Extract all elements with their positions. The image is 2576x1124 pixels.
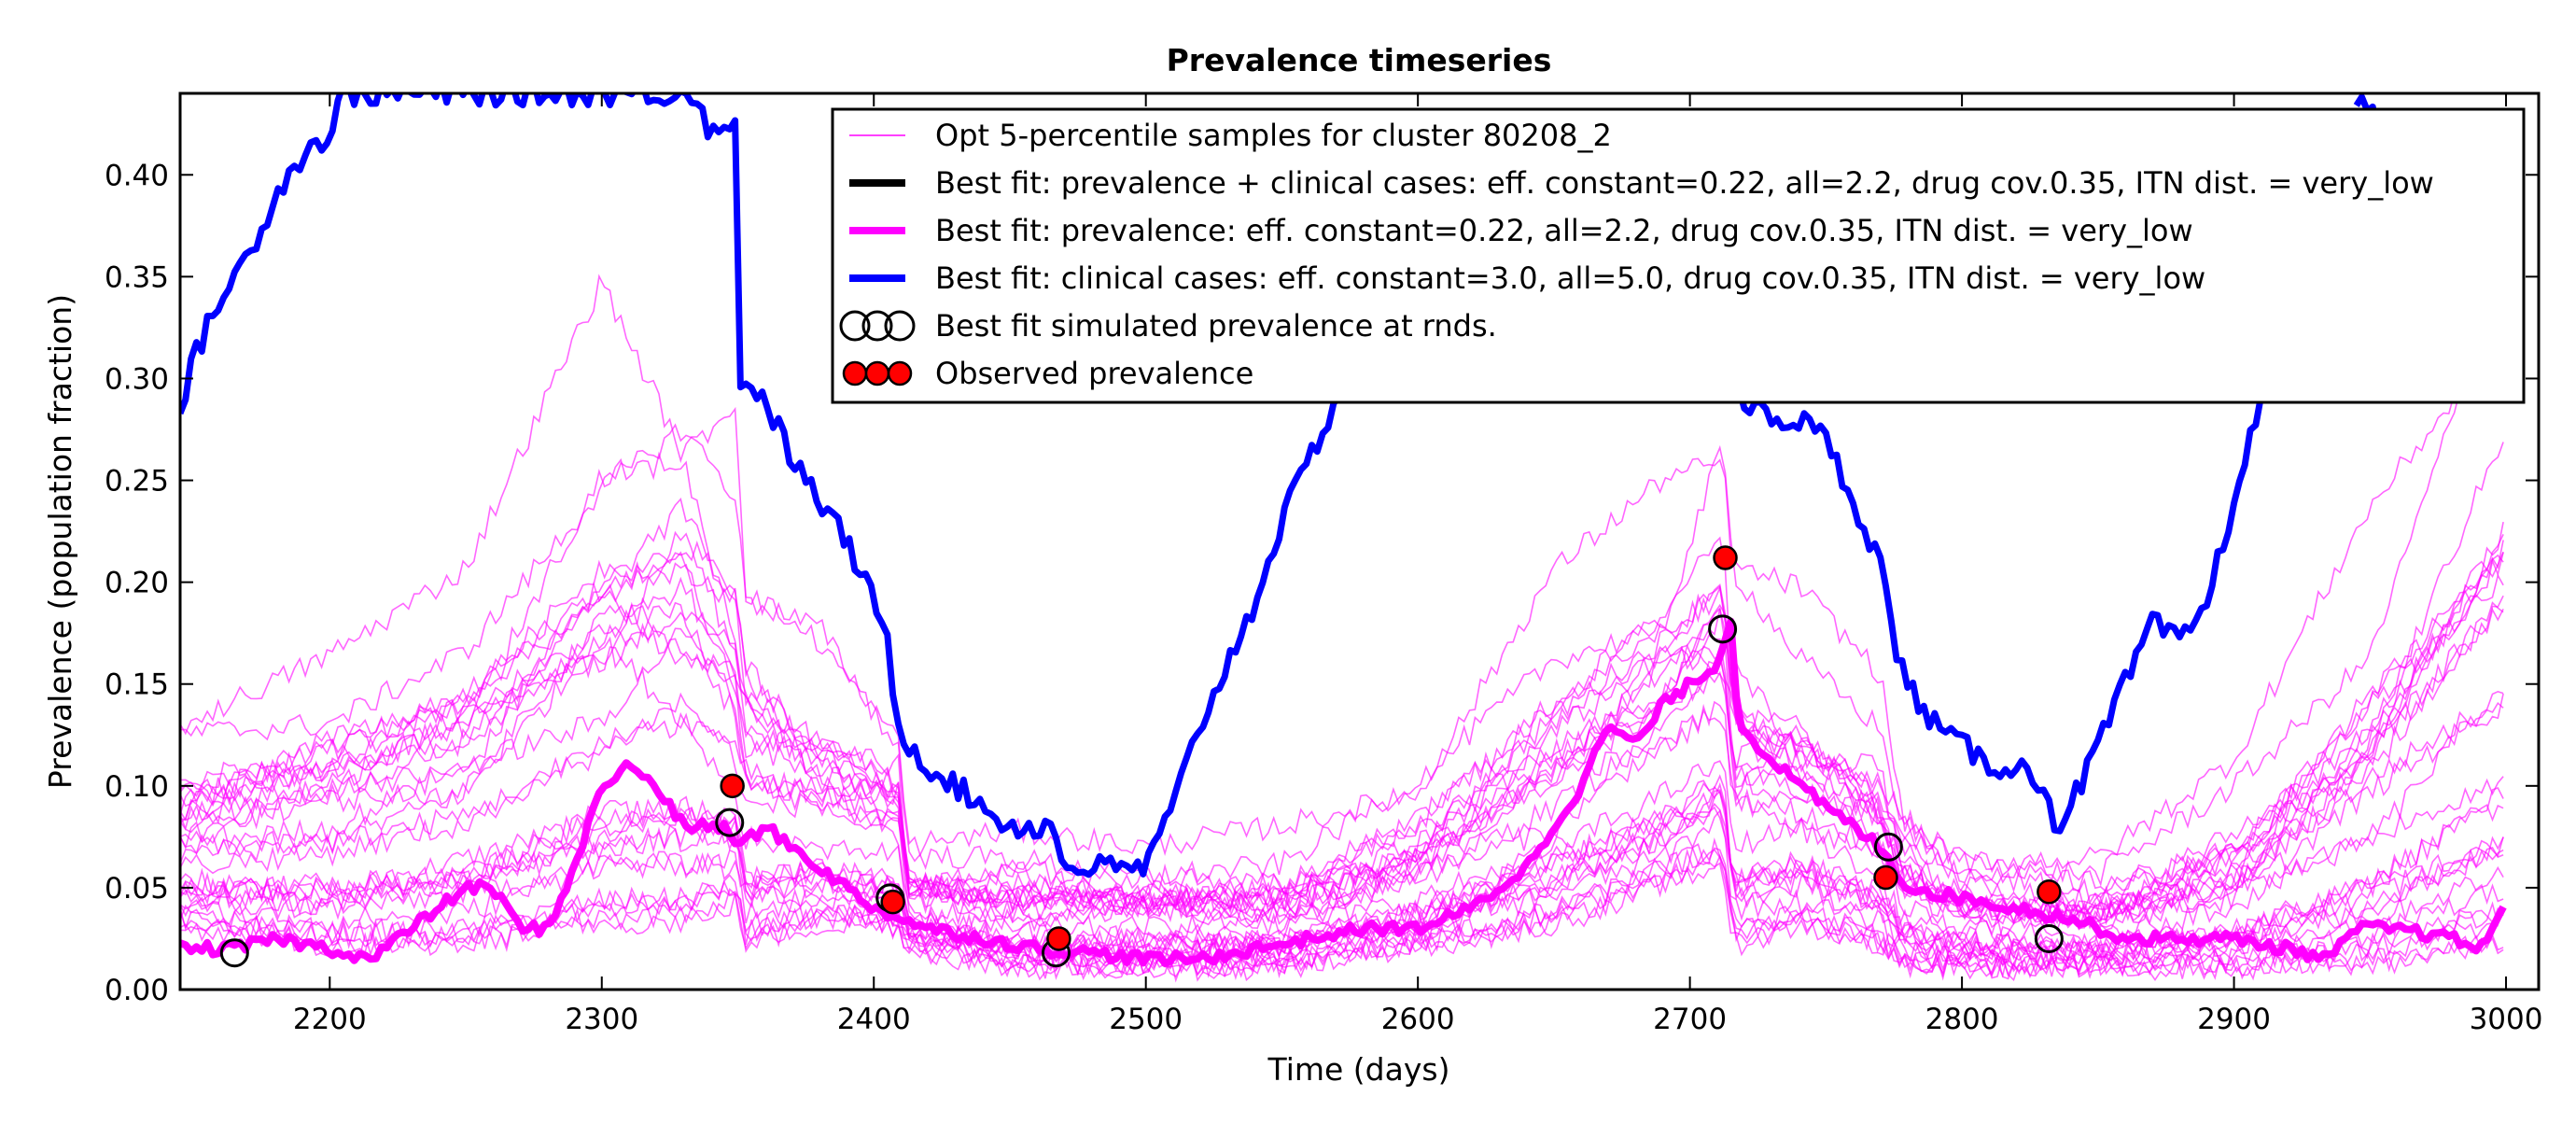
x-tick-label: 2700 [1653, 1003, 1727, 1036]
axes: 2200 2300 2400 2500 2600 2700 2800 2900 3000 0.00… [105, 91, 2543, 1036]
sample-line [180, 573, 2504, 917]
chart-title: Prevalence timeseries [1167, 42, 1552, 78]
simulated-prevalence-point [715, 808, 745, 837]
y-tick-label: 0.40 [105, 159, 169, 192]
clinical-cases-fit-line [1735, 371, 2275, 835]
x-tick-label: 3000 [2470, 1003, 2543, 1036]
observed-prevalence-point [720, 773, 745, 799]
simulated-prevalence-point [219, 938, 249, 968]
observed-prevalence-point [1046, 926, 1071, 951]
y-tick-label: 0.10 [105, 770, 169, 804]
sample-line [180, 636, 2504, 937]
plot-frame [178, 91, 2541, 991]
legend-swatch [842, 360, 868, 386]
y-tick-label: 0.25 [105, 465, 169, 499]
legend-label: Observed prevalence [935, 356, 1253, 391]
x-tick-label: 2900 [2197, 1003, 2271, 1036]
legend-swatch [839, 310, 871, 342]
sample-line [180, 601, 2504, 925]
legend-swatch [864, 360, 890, 386]
y-tick-label: 0.00 [105, 974, 169, 1007]
legend: Opt 5-percentile samples for cluster 802… [831, 107, 2526, 404]
legend-label: Best fit: clinical cases: eff. constant=… [935, 260, 2205, 296]
x-tick-label: 2500 [1109, 1003, 1183, 1036]
simulated-prevalence-point [1708, 614, 1738, 644]
sample-line [180, 848, 2504, 979]
y-tick-label: 0.30 [105, 362, 169, 396]
sample-line [180, 861, 2504, 981]
x-tick-label: 2300 [565, 1003, 638, 1036]
sample-lines [180, 271, 2504, 983]
legend-label: Best fit: prevalence + clinical cases: e… [935, 165, 2434, 201]
observed-prevalence-point [1713, 545, 1738, 570]
x-tick-label: 2200 [293, 1003, 367, 1036]
sample-line [180, 442, 2504, 899]
y-tick-label: 0.20 [105, 567, 169, 600]
sample-line [180, 498, 2504, 914]
x-tick-label: 2800 [1925, 1003, 1999, 1036]
y-tick-label: 0.05 [105, 872, 169, 906]
y-axis-label: Prevalence (population fraction) [42, 294, 78, 789]
y-tick-label: 0.35 [105, 260, 169, 294]
simulated-prevalence-point [1873, 832, 1903, 862]
x-tick-label: 2600 [1381, 1003, 1455, 1036]
observed-prevalence-point [2037, 879, 2062, 905]
x-tick-label: 2400 [837, 1003, 911, 1036]
legend-label: Opt 5-percentile samples for cluster 802… [935, 118, 1612, 153]
legend-swatch [884, 310, 916, 342]
legend-box [831, 107, 2526, 404]
legend-swatch [861, 310, 893, 342]
y-tick-label: 0.15 [105, 668, 169, 702]
clinical-cases-fit-line [180, 93, 1369, 878]
legend-swatch [887, 360, 913, 386]
prevalence-fit-line [180, 617, 2507, 967]
legend-label: Best fit simulated prevalence at rnds. [935, 308, 1497, 344]
sample-line [180, 711, 2504, 948]
x-axis-label: Time (days) [1267, 1051, 1450, 1088]
simulated-prevalence-point [2034, 923, 2064, 953]
legend-label: Best fit: prevalence: eff. constant=0.22… [935, 213, 2193, 248]
prevalence-points [219, 545, 2064, 968]
observed-prevalence-point [1873, 864, 1898, 891]
fit-lines [180, 93, 2507, 967]
observed-prevalence-point [880, 889, 905, 915]
sample-line [180, 274, 2504, 874]
